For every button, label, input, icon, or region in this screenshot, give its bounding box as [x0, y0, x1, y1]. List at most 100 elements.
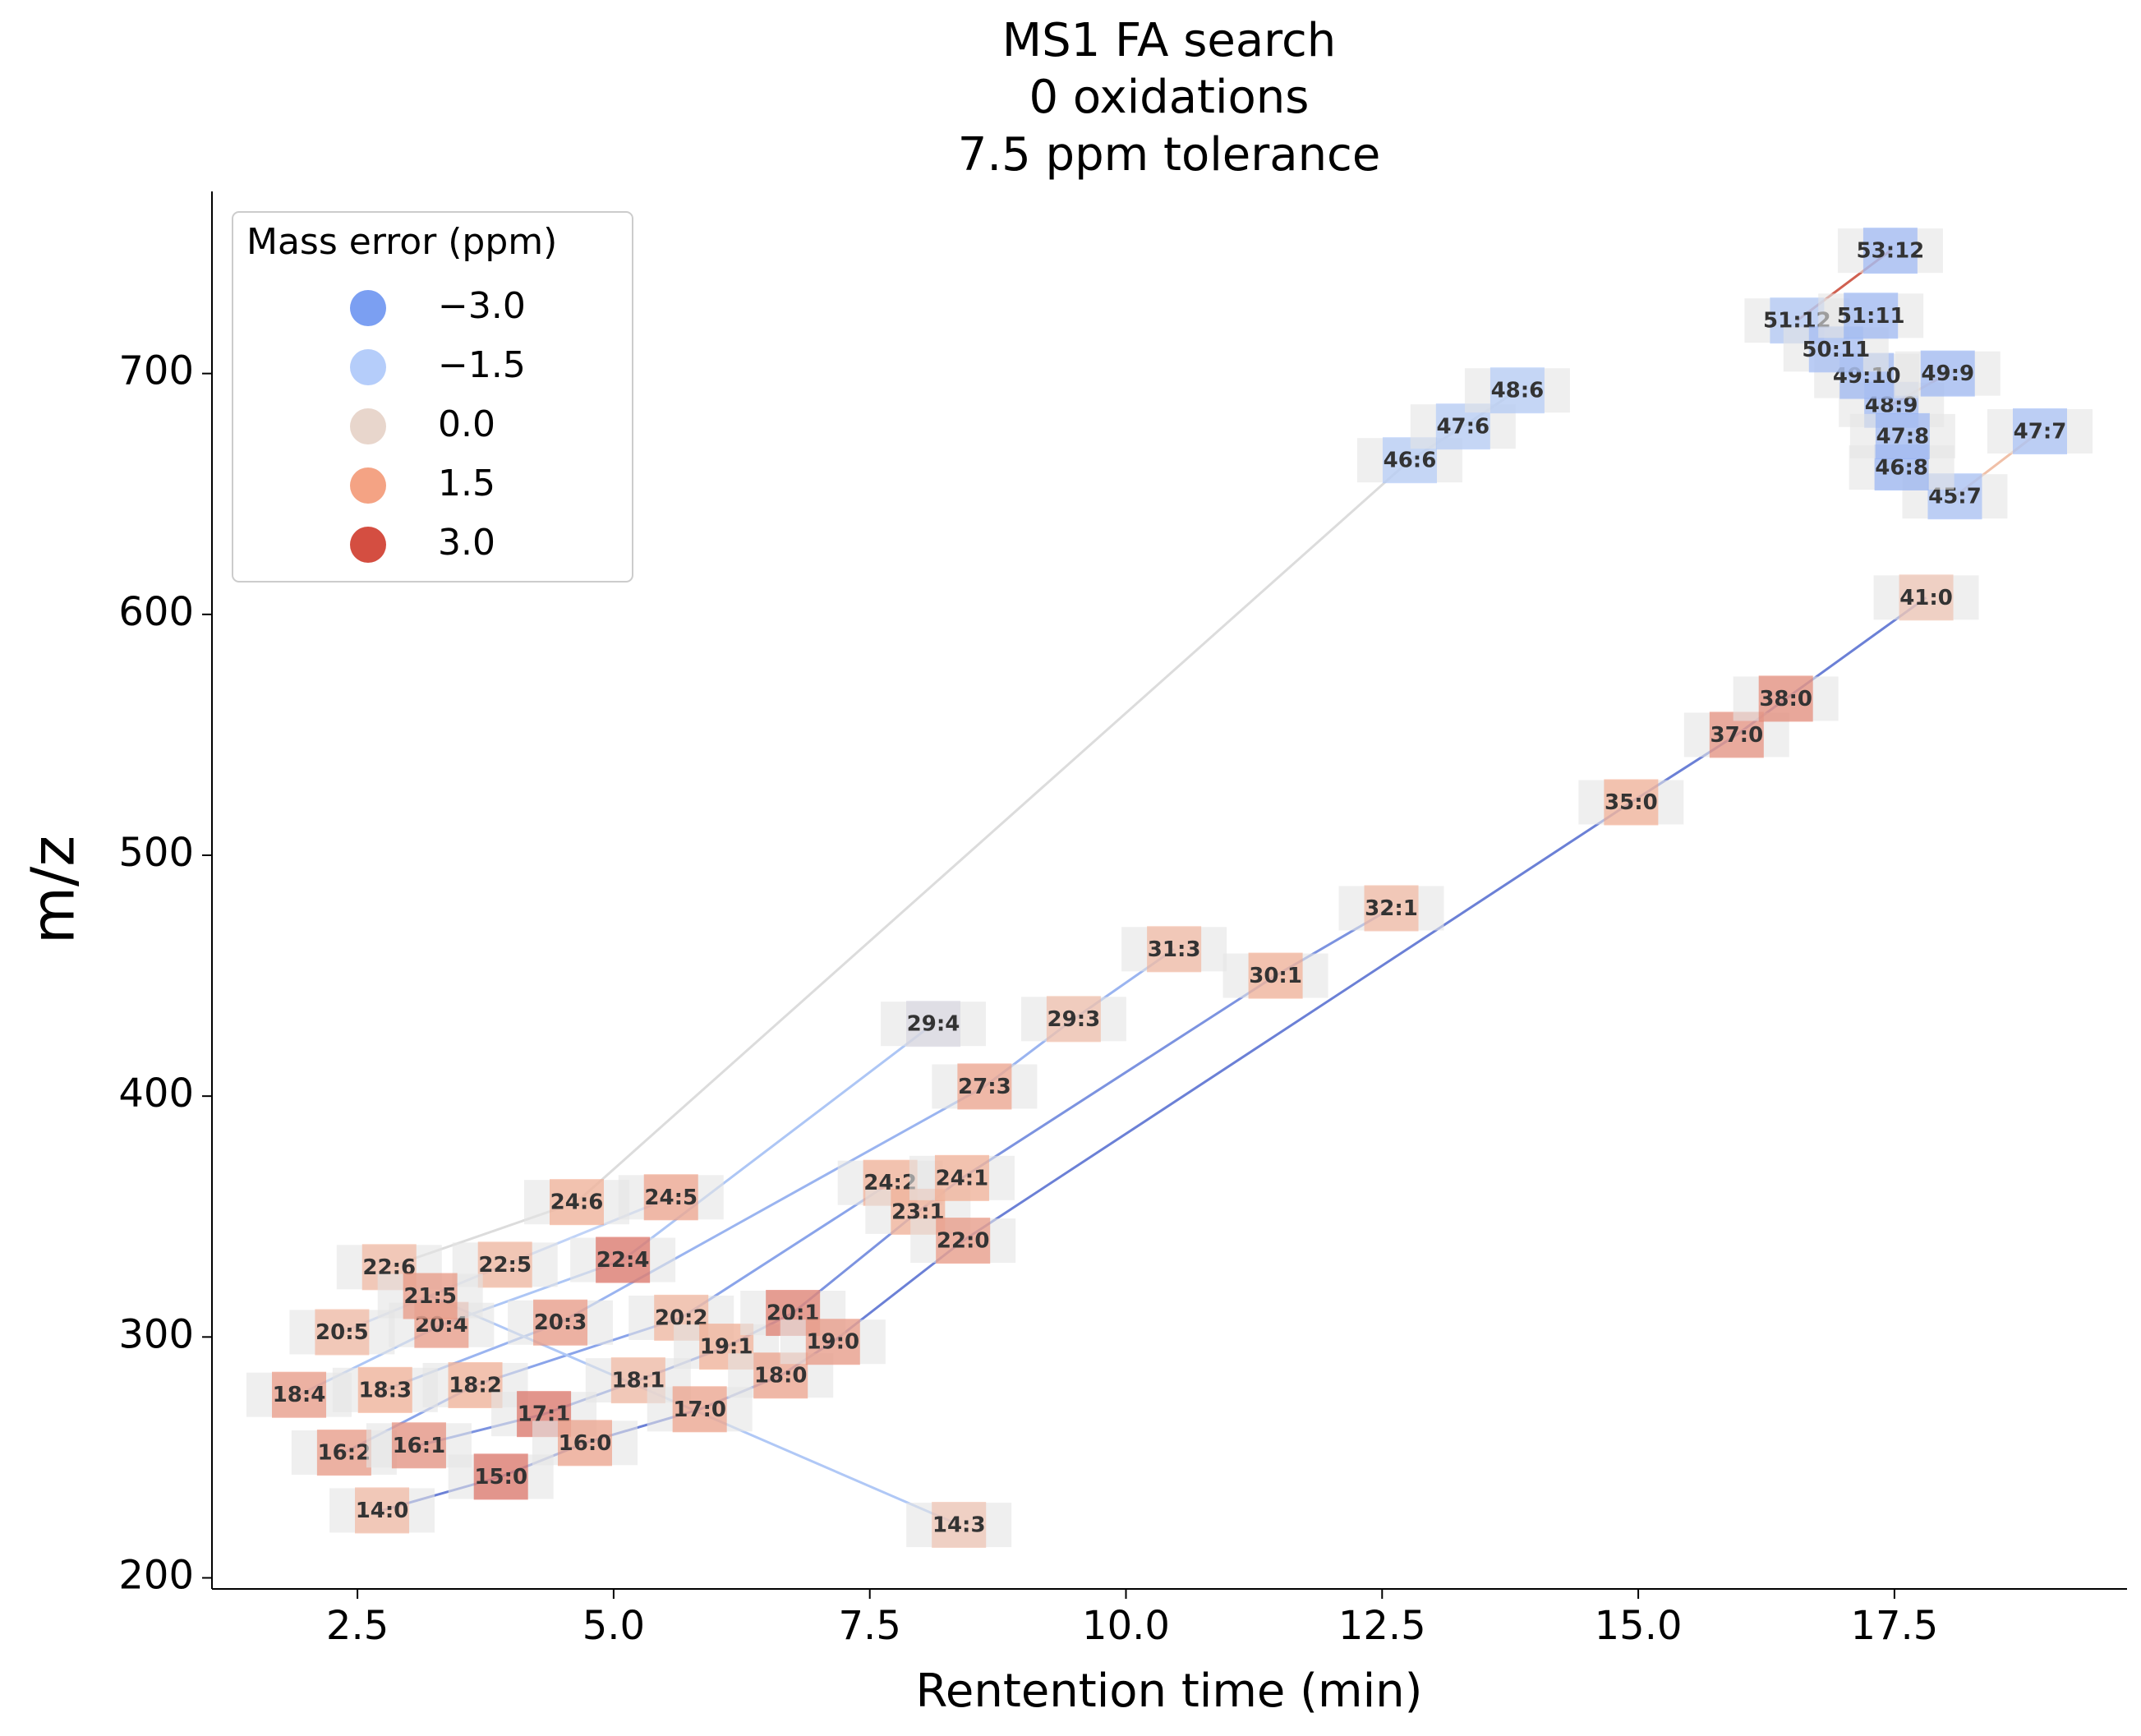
legend-label: −1.5 [438, 344, 526, 386]
point [934, 1154, 989, 1201]
y-tick-label: 300 [118, 1311, 194, 1357]
point [355, 1487, 410, 1534]
point-label: 24:1 [936, 1166, 989, 1190]
point-label: 16:1 [393, 1434, 446, 1458]
point-label: 17:0 [673, 1398, 726, 1422]
point-label: 37:0 [1710, 723, 1763, 748]
point [316, 1430, 371, 1476]
x-tick-label: 5.0 [582, 1603, 645, 1649]
x-tick-label: 2.5 [326, 1603, 389, 1649]
point [1147, 926, 1202, 973]
point [533, 1299, 588, 1346]
point-label: 19:0 [806, 1330, 859, 1355]
legend-marker [350, 290, 386, 326]
point-label: 15:0 [474, 1465, 527, 1490]
legend-label: 1.5 [438, 463, 495, 504]
y-tick-label: 500 [118, 830, 194, 876]
point [473, 1453, 528, 1500]
legend-box [232, 211, 633, 583]
chain-line [343, 1181, 891, 1454]
point-label: 47:6 [1436, 415, 1489, 440]
point [1248, 952, 1303, 999]
point [1604, 779, 1659, 826]
chain-line [298, 1023, 934, 1397]
point [672, 1386, 727, 1433]
point-label: 14:0 [356, 1499, 409, 1523]
point-label: 16:0 [559, 1431, 612, 1456]
y-tick-label: 400 [118, 1071, 194, 1117]
chart-title: 7.5 ppm tolerance [958, 128, 1381, 182]
point-label: 32:1 [1365, 896, 1418, 921]
point-label: 48:6 [1491, 379, 1545, 403]
legend-title: Mass error (ppm) [246, 221, 557, 263]
point [936, 1218, 991, 1264]
point-label: 47:8 [1876, 424, 1930, 449]
point [357, 1366, 412, 1413]
point [1046, 996, 1101, 1043]
point-label: 29:4 [907, 1012, 960, 1037]
point [1899, 574, 1954, 621]
point-label: 47:7 [2014, 420, 2067, 444]
point-label: 18:0 [754, 1364, 808, 1388]
x-axis-label: Rentention time (min) [916, 1665, 1423, 1718]
legend-marker [350, 408, 386, 444]
point-label: 14:3 [932, 1513, 986, 1538]
point-label: 50:11 [1802, 338, 1870, 362]
y-tick-label: 200 [118, 1553, 194, 1599]
point-label: 31:3 [1148, 937, 1201, 962]
x-tick-label: 15.0 [1595, 1603, 1683, 1649]
y-tick-label: 700 [118, 348, 194, 394]
point-label: 22:4 [596, 1248, 650, 1273]
point-label: 22:5 [478, 1253, 532, 1278]
point [1844, 292, 1899, 339]
point-label: 51:11 [1837, 304, 1905, 329]
point [557, 1420, 612, 1467]
point [1364, 885, 1419, 932]
point [1758, 675, 1813, 722]
point-label: 30:1 [1249, 964, 1302, 988]
point-label: 35:0 [1605, 790, 1658, 815]
point-label: 20:3 [534, 1310, 587, 1335]
legend-marker [350, 349, 386, 385]
point [906, 1001, 961, 1048]
point [315, 1309, 370, 1356]
legend-label: 3.0 [438, 522, 495, 564]
point-label: 41:0 [1899, 586, 1953, 610]
x-tick-label: 10.0 [1082, 1603, 1170, 1649]
point [1489, 367, 1545, 414]
point [932, 1502, 987, 1549]
y-tick-label: 600 [118, 589, 194, 635]
legend: Mass error (ppm) −3.0 −1.5 0.0 1.5 3.0 [232, 211, 633, 583]
point [643, 1174, 698, 1221]
point [1862, 228, 1918, 274]
point [596, 1236, 651, 1283]
x-tick-label: 12.5 [1338, 1603, 1426, 1649]
chart-title: 0 oxidations [1029, 71, 1310, 124]
point-label: 38:0 [1759, 687, 1812, 711]
point [1920, 350, 1975, 397]
point-label: 29:3 [1047, 1007, 1101, 1032]
point-label: 53:12 [1857, 239, 1925, 264]
point-label: 24:6 [550, 1190, 604, 1215]
point-label: 24:5 [644, 1186, 698, 1210]
point [272, 1371, 327, 1418]
point-label: 20:5 [315, 1320, 369, 1345]
y-axis-label: m/z [19, 836, 88, 944]
point [403, 1273, 458, 1319]
point [550, 1179, 604, 1226]
point [805, 1319, 860, 1365]
point [2012, 408, 2067, 455]
point-label: 18:3 [358, 1378, 412, 1402]
point [477, 1241, 532, 1288]
legend-label: −3.0 [438, 285, 526, 327]
point [957, 1063, 1012, 1110]
x-tick-label: 17.5 [1850, 1603, 1938, 1649]
point-label: 21:5 [403, 1284, 457, 1309]
chart-title: MS1 FA search [1002, 14, 1337, 67]
point-label: 46:6 [1384, 449, 1437, 473]
point [391, 1422, 446, 1469]
x-tick-label: 7.5 [839, 1603, 901, 1649]
point-label: 27:3 [958, 1075, 1011, 1099]
point-label: 18:4 [273, 1383, 326, 1407]
